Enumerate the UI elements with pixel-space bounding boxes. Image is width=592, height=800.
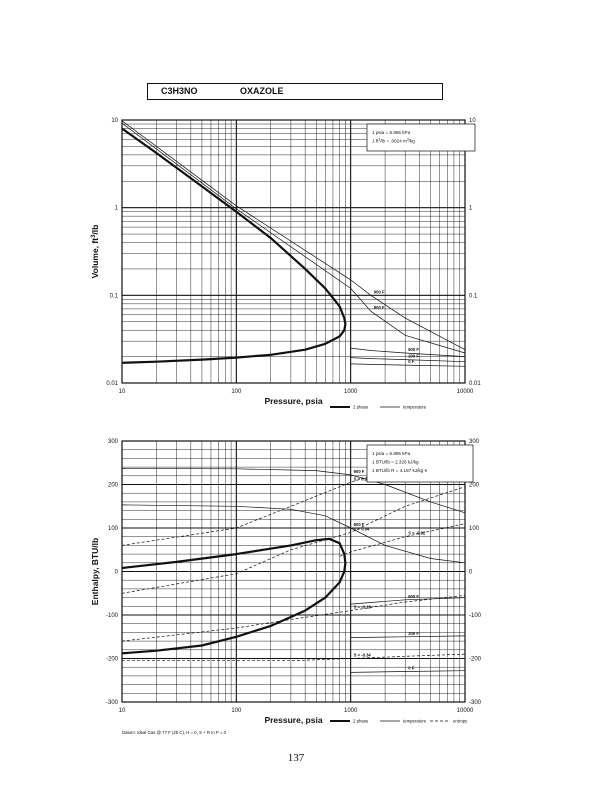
y-tick-label-left: -200 [106, 657, 119, 663]
y-tick-label-left: 100 [108, 526, 119, 532]
series-label: 600 F [408, 347, 419, 352]
plot-frame [121, 119, 466, 384]
conversion-note-box [366, 123, 476, 152]
saturation-curve [121, 537, 347, 655]
x-axis-label: Pressure, psia [264, 396, 322, 406]
series-label: S = 0.04 [354, 526, 370, 531]
y-tick-label-left: -100 [106, 613, 119, 619]
series-label: 800 F [354, 522, 365, 527]
conversion-note-line: 1 psia = 6.895 kPa [372, 130, 411, 135]
x-tick-label: 100 [231, 389, 242, 395]
series-label: 0 F [408, 666, 414, 671]
series-label: S = -0.18 [354, 605, 372, 610]
x-axis-label: Pressure, psia [264, 715, 322, 725]
y-tick-label-left: 0.1 [110, 293, 119, 299]
temperature-line [350, 670, 466, 673]
series-label: S = -0.34 [354, 653, 372, 658]
series-label: 0 F [408, 359, 414, 364]
y-tick-label-left: 200 [108, 483, 119, 489]
legend-label: 2 phase [353, 719, 369, 724]
compound-name: OXAZOLE [240, 86, 284, 96]
entropy-line [121, 595, 466, 642]
entropy-line [121, 486, 466, 594]
temperature-line [350, 635, 466, 638]
chart-title-box: C3H3NO OXAZOLE [147, 83, 443, 100]
page-number: 137 [287, 752, 305, 764]
legend-label: 2 phase [353, 405, 369, 410]
series-label: 200 F [408, 354, 419, 359]
y-tick-label-right: 0.1 [469, 293, 478, 299]
y-tick-label-left: 300 [108, 439, 119, 445]
y-tick-label-right: 300 [469, 439, 480, 445]
y-tick-label-right: -200 [469, 657, 482, 663]
y-tick-label-left: 0 [115, 570, 119, 576]
series-label: 600 F [408, 594, 419, 599]
entropy-line [122, 653, 466, 662]
y-tick-label-left: 0.01 [106, 381, 118, 387]
series-label: S = 0.16 [354, 476, 370, 481]
conversion-note-line: 1 ft3/lb = .0624 m3/kg [372, 138, 415, 144]
y-tick-label-left: 10 [111, 118, 118, 124]
y-axis-label: Enthalpy, BTU/lb [90, 538, 100, 605]
y-tick-label-right: -100 [469, 613, 482, 619]
x-tick-label: 1000 [344, 708, 358, 714]
conversion-note-box [366, 444, 474, 483]
series-label: 800 F [374, 305, 385, 310]
series-label: S = -0.02 [408, 531, 426, 536]
y-tick-label-right: 0 [469, 570, 473, 576]
y-tick-label-right: 200 [469, 483, 480, 489]
y-tick-label-left: -300 [106, 700, 119, 706]
x-tick-label: 1000 [344, 389, 358, 395]
conversion-note-line: 1 BTU/lb = 2.326 kJ/kg [372, 460, 419, 465]
temperature-line [350, 347, 466, 357]
temperature-line [121, 120, 466, 351]
temperature-line [121, 504, 466, 564]
series-label: 200 F [408, 631, 419, 636]
y-tick-label-right: 10 [469, 118, 476, 124]
conversion-note-line: 1 BTU/lb R = 4.187 kJ/kg K [372, 468, 428, 473]
legend-label: temperature [403, 405, 427, 410]
y-tick-label-right: -300 [469, 700, 482, 706]
series-label: 900 F [354, 469, 365, 474]
legend-label: temperature [403, 719, 427, 724]
series-label: 900 F [374, 289, 385, 294]
y-tick-label-right: 0.01 [469, 381, 481, 387]
temperature-line [350, 597, 466, 605]
y-tick-label-right: 100 [469, 526, 480, 532]
legend-label: entropy [453, 719, 468, 724]
x-tick-label: 10 [119, 389, 126, 395]
temperature-line [350, 357, 466, 363]
footer-datum-note: Datum: Ideal Gas @ 77 F (25 C), H = 0, S… [122, 730, 227, 735]
compound-formula: C3H3NO [161, 86, 198, 96]
temperature-line [121, 468, 466, 514]
x-tick-label: 10000 [457, 708, 474, 714]
x-tick-label: 10 [119, 708, 126, 714]
y-tick-label-left: 1 [115, 206, 119, 212]
x-tick-label: 100 [231, 708, 242, 714]
temperature-line [121, 122, 466, 354]
conversion-note-line: 1 psia = 6.895 kPa [372, 451, 411, 456]
y-axis-label: Volume, ft3/lb [90, 225, 100, 279]
x-tick-label: 10000 [457, 389, 474, 395]
plot-frame [121, 440, 466, 703]
y-tick-label-right: 1 [469, 206, 473, 212]
temperature-line [350, 363, 466, 367]
saturation-curve [121, 127, 347, 364]
